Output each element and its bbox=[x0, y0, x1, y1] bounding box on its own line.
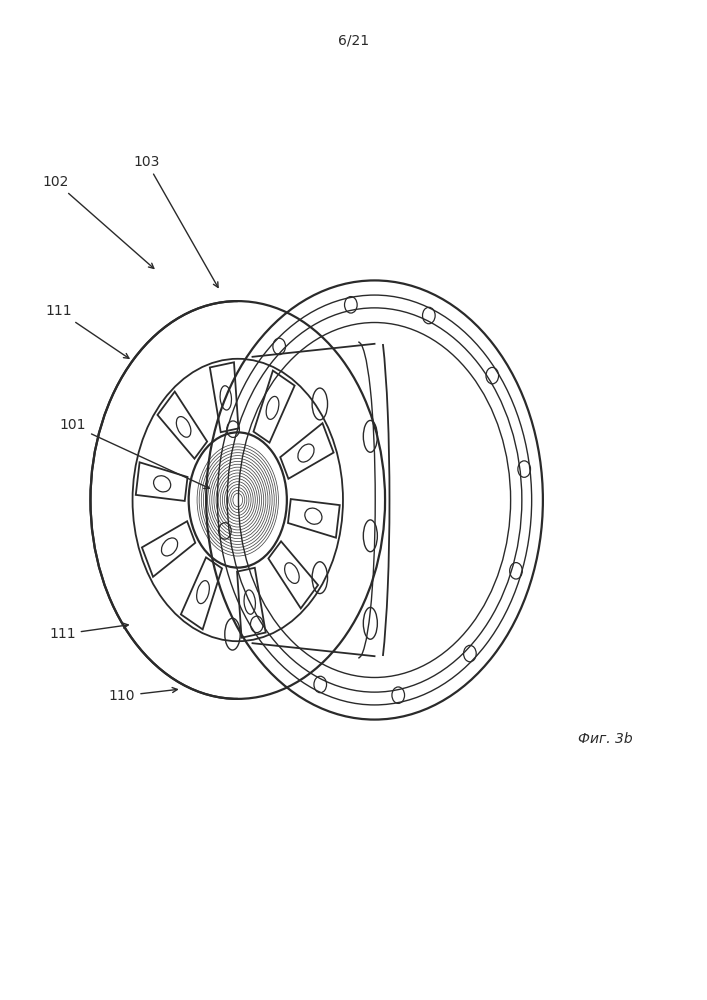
Text: 110: 110 bbox=[109, 688, 177, 703]
Text: 6/21: 6/21 bbox=[338, 34, 369, 48]
Text: 103: 103 bbox=[134, 155, 218, 287]
Text: 111: 111 bbox=[49, 623, 128, 641]
Text: 101: 101 bbox=[59, 418, 209, 488]
Text: 102: 102 bbox=[42, 175, 154, 268]
Text: Фиг. 3b: Фиг. 3b bbox=[578, 732, 633, 746]
Text: 111: 111 bbox=[45, 304, 129, 358]
